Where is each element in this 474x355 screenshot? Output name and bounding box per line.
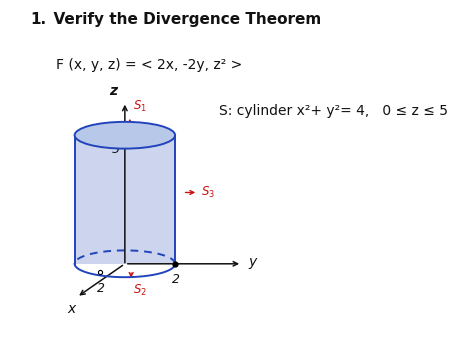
Text: y: y bbox=[248, 255, 256, 269]
Text: 1.: 1. bbox=[31, 12, 47, 27]
Text: x: x bbox=[67, 302, 75, 316]
Text: z: z bbox=[109, 84, 117, 98]
Ellipse shape bbox=[74, 122, 175, 149]
Text: $S_1$: $S_1$ bbox=[133, 99, 147, 114]
Text: Verify the Divergence Theorem: Verify the Divergence Theorem bbox=[43, 12, 321, 27]
Text: S: cylinder x²+ y²= 4,   0 ≤ z ≤ 5: S: cylinder x²+ y²= 4, 0 ≤ z ≤ 5 bbox=[219, 104, 448, 118]
Text: 2: 2 bbox=[172, 273, 180, 286]
Polygon shape bbox=[74, 135, 175, 264]
Text: 5: 5 bbox=[112, 143, 120, 156]
Text: 2: 2 bbox=[97, 282, 105, 295]
Text: $S_2$: $S_2$ bbox=[133, 283, 147, 297]
Text: F (x, y, z) = < 2x, -2y, z² >: F (x, y, z) = < 2x, -2y, z² > bbox=[56, 58, 242, 72]
Text: $S_3$: $S_3$ bbox=[201, 185, 216, 200]
